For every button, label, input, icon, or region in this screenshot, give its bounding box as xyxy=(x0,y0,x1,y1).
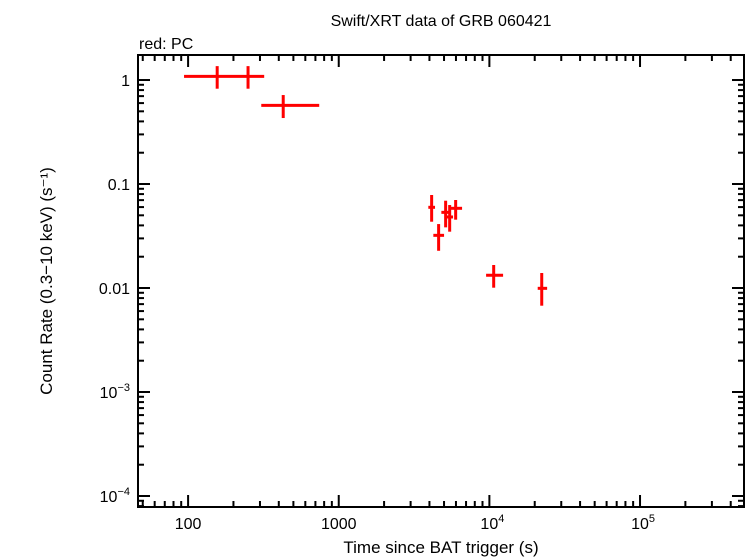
y-tick-label: 0.1 xyxy=(108,177,130,194)
y-tick-label: 1 xyxy=(121,73,130,90)
y-tick-label: 10−4 xyxy=(100,486,130,506)
data-point xyxy=(433,224,445,251)
x-tick-label: 1000 xyxy=(321,516,357,533)
chart-subtitle: red: PC xyxy=(139,36,193,53)
data-point xyxy=(428,195,436,222)
data-points xyxy=(184,66,548,306)
plot-frame xyxy=(137,54,745,508)
y-axis-label: Count Rate (0.3−10 keV) (s⁻¹) xyxy=(37,167,56,395)
y-tick-label: 0.01 xyxy=(99,281,130,298)
data-point xyxy=(537,273,548,306)
x-tick-label: 100 xyxy=(175,516,202,533)
tick-labels: 100 1000 104 105 1 0.1 0.01 10−3 10−4 xyxy=(99,73,655,533)
x-axis-label: Time since BAT trigger (s) xyxy=(343,538,538,557)
data-point xyxy=(184,66,249,89)
data-point xyxy=(486,265,504,288)
x-tick-label: 104 xyxy=(480,513,504,533)
chart-title: Swift/XRT data of GRB 060421 xyxy=(331,13,552,30)
data-point xyxy=(261,95,320,119)
data-point xyxy=(449,199,463,220)
data-point xyxy=(441,200,450,228)
data-point xyxy=(246,66,265,89)
x-tick-label: 105 xyxy=(631,513,655,533)
axis-ticks xyxy=(138,55,744,508)
y-tick-label: 10−3 xyxy=(100,382,130,402)
